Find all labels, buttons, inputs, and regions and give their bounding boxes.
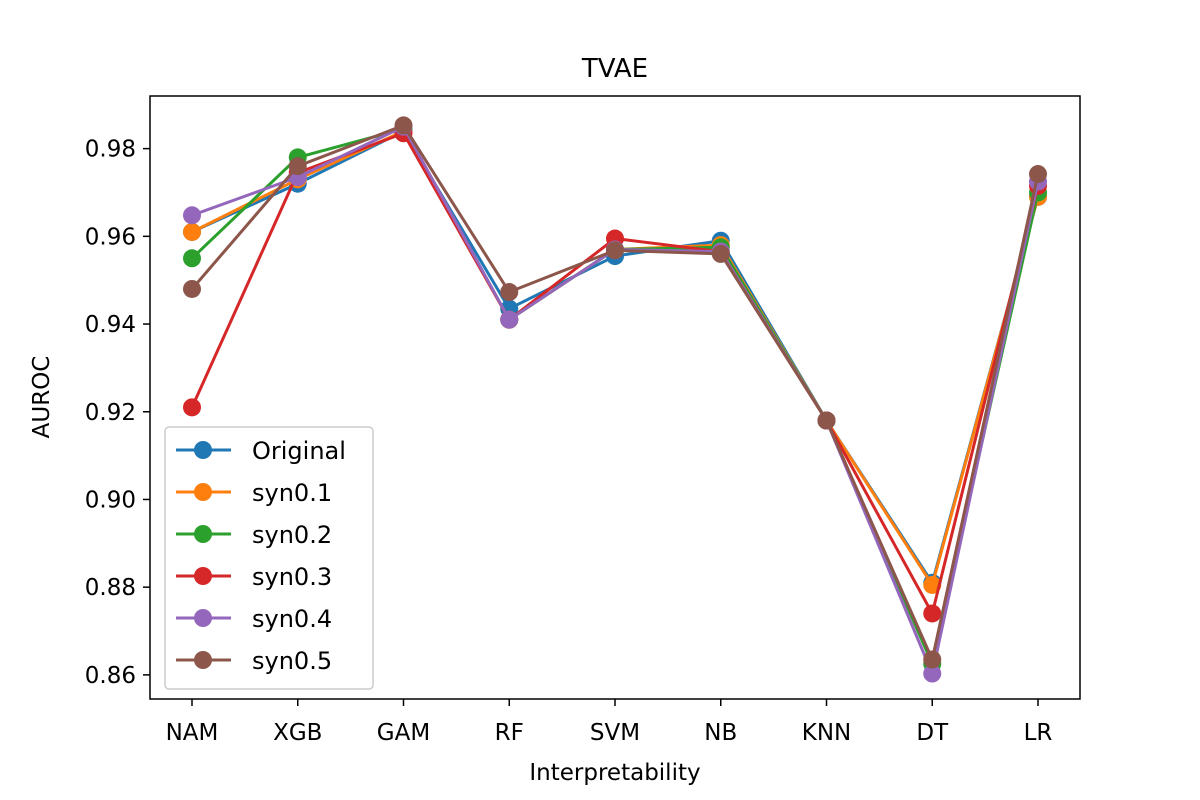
plot-area [183, 116, 1047, 683]
data-point-syn0-1-nam [183, 222, 201, 241]
x-tick-label-xgb: XGB [273, 720, 322, 746]
legend-label-syn0-1: syn0.1 [252, 479, 332, 507]
x-tick-label-knn: KNN [802, 720, 852, 746]
y-tick-label-6: 0.98 [85, 137, 136, 163]
legend-item-syn0-4: syn0.4 [176, 605, 332, 633]
y-tick-label-1: 0.88 [85, 575, 136, 601]
data-point-syn0-5-lr [1029, 165, 1047, 184]
legend-label-syn0-5: syn0.5 [252, 647, 332, 675]
legend-item-original: Original [176, 437, 346, 465]
data-point-syn0-5-nb [711, 244, 730, 263]
y-tick-label-2: 0.90 [85, 487, 136, 513]
data-point-syn0-5-xgb [288, 157, 307, 176]
legend-marker-syn0-2 [194, 525, 212, 543]
x-tick-label-gam: GAM [377, 720, 430, 746]
series-syn0-5 [183, 116, 1047, 669]
legend: Original syn0.1 syn0.2 syn0.3 syn0.4 syn0.5 [164, 426, 374, 690]
data-point-syn0-3-nam [183, 398, 201, 417]
data-point-syn0-4-dt [923, 664, 942, 683]
legend-item-syn0-2: syn0.2 [176, 521, 332, 549]
x-tick-label-nb: NB [704, 720, 737, 746]
legend-marker-syn0-5 [194, 651, 212, 669]
axis-ticks: NAM XGB GAM RF SVM NB KNN DT LR 0.86 0.88 0.90 0.92 0… [85, 137, 1053, 746]
data-point-syn0-4-rf [500, 310, 519, 329]
data-point-syn0-5-dt [923, 650, 942, 669]
y-tick-label-5: 0.96 [85, 224, 136, 250]
legend-marker-syn0-1 [194, 483, 212, 501]
y-tick-label-3: 0.92 [85, 400, 136, 426]
legend-label-syn0-3: syn0.3 [252, 563, 332, 591]
data-point-syn0-5-gam [394, 116, 413, 135]
legend-marker-original [194, 441, 212, 459]
legend-label-syn0-4: syn0.4 [252, 605, 332, 633]
data-point-syn0-5-knn [817, 411, 836, 430]
legend-marker-syn0-3 [194, 567, 212, 585]
legend-item-syn0-3: syn0.3 [176, 563, 332, 591]
x-tick-label-dt: DT [916, 720, 949, 746]
y-tick-label-0: 0.86 [85, 663, 136, 689]
x-tick-label-nam: NAM [166, 720, 219, 746]
chart-title: TVAE [581, 54, 648, 84]
legend-marker-syn0-4 [194, 609, 212, 627]
data-point-syn0-5-nam [183, 279, 201, 298]
data-point-syn0-3-dt [923, 604, 942, 623]
y-axis-label: AUROC [29, 356, 55, 439]
data-point-syn0-5-rf [500, 283, 519, 302]
legend-label-syn0-2: syn0.2 [252, 521, 332, 549]
legend-item-syn0-5: syn0.5 [176, 647, 332, 675]
legend-item-syn0-1: syn0.1 [176, 479, 332, 507]
x-tick-label-lr: LR [1024, 720, 1053, 746]
x-tick-label-svm: SVM [590, 720, 640, 746]
y-tick-label-4: 0.94 [85, 312, 136, 338]
data-point-syn0-4-nam [183, 206, 201, 225]
data-point-syn0-5-svm [606, 241, 624, 260]
x-tick-label-rf: RF [495, 720, 524, 746]
x-axis-label: Interpretability [529, 760, 700, 786]
data-point-syn0-2-nam [183, 249, 201, 268]
legend-label-original: Original [252, 437, 346, 465]
